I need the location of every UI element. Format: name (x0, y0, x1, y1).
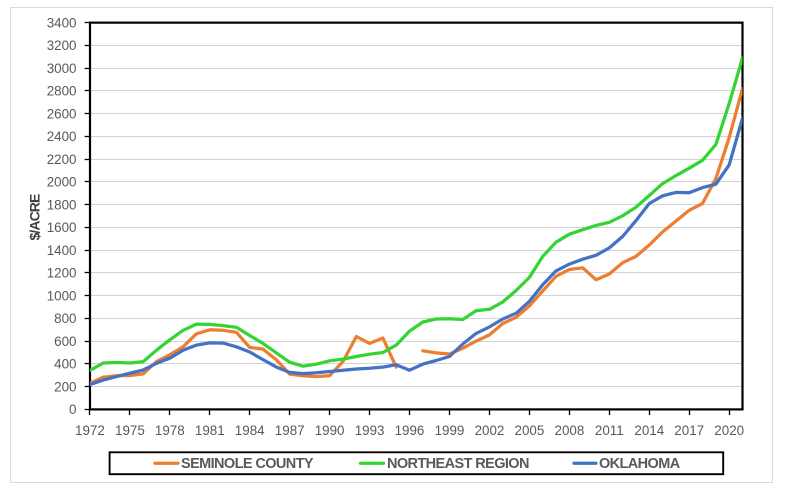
svg-text:SEMINOLE COUNTY: SEMINOLE COUNTY (181, 456, 314, 472)
svg-text:3200: 3200 (47, 38, 77, 53)
svg-text:2014: 2014 (634, 423, 664, 438)
svg-text:0: 0 (69, 402, 76, 417)
svg-text:600: 600 (54, 334, 76, 349)
svg-text:2800: 2800 (47, 84, 77, 99)
svg-text:2002: 2002 (475, 423, 505, 438)
svg-text:2600: 2600 (47, 106, 77, 121)
svg-text:1996: 1996 (395, 423, 425, 438)
svg-text:2011: 2011 (595, 423, 624, 438)
svg-text:1975: 1975 (115, 423, 145, 438)
svg-text:1990: 1990 (315, 423, 345, 438)
svg-text:1987: 1987 (275, 423, 305, 438)
svg-text:1200: 1200 (47, 266, 77, 281)
svg-text:2200: 2200 (47, 152, 77, 167)
svg-text:2017: 2017 (674, 423, 704, 438)
svg-text:1981: 1981 (195, 423, 225, 438)
svg-text:1600: 1600 (47, 220, 77, 235)
svg-text:2400: 2400 (47, 129, 77, 144)
svg-text:2000: 2000 (47, 175, 77, 190)
svg-text:1984: 1984 (235, 423, 265, 438)
svg-text:1972: 1972 (75, 423, 105, 438)
svg-text:OKLAHOMA: OKLAHOMA (599, 456, 681, 472)
svg-text:3400: 3400 (47, 15, 77, 30)
svg-text:1000: 1000 (47, 288, 77, 303)
svg-text:200: 200 (54, 379, 76, 394)
svg-text:1800: 1800 (47, 197, 77, 212)
svg-text:1993: 1993 (355, 423, 385, 438)
svg-text:3000: 3000 (47, 61, 77, 76)
svg-text:800: 800 (54, 311, 76, 326)
svg-text:1400: 1400 (47, 243, 77, 258)
svg-text:2005: 2005 (515, 423, 545, 438)
svg-text:1999: 1999 (435, 423, 465, 438)
svg-text:2008: 2008 (555, 423, 585, 438)
svg-text:400: 400 (54, 357, 76, 372)
svg-text:1978: 1978 (155, 423, 185, 438)
svg-text:NORTHEAST REGION: NORTHEAST REGION (387, 456, 529, 472)
svg-text:2020: 2020 (714, 423, 744, 438)
svg-text:$/ACRE: $/ACRE (27, 194, 43, 241)
